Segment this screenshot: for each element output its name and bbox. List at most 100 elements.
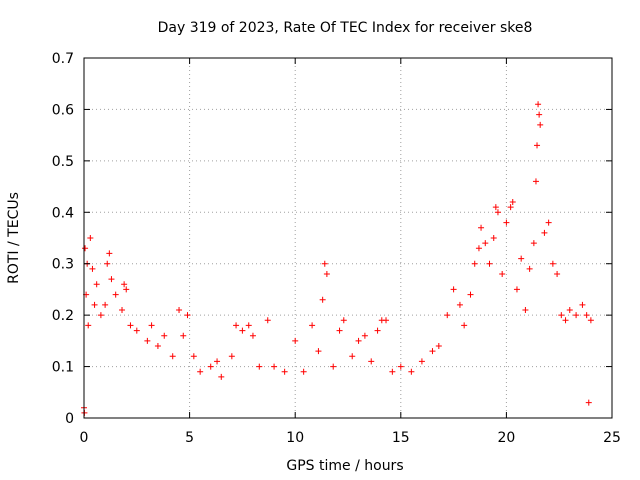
data-point: [355, 337, 362, 344]
data-point: [323, 271, 330, 277]
data-point: [176, 307, 183, 313]
data-point: [256, 363, 263, 370]
data-point: [93, 281, 100, 288]
data-point: [471, 260, 478, 267]
data-point: [108, 276, 115, 283]
data-point: [82, 245, 89, 252]
data-points: [81, 101, 594, 416]
data-point: [562, 317, 569, 324]
data-point: [264, 317, 271, 324]
data-point: [104, 260, 111, 267]
data-point: [532, 178, 539, 185]
data-point: [336, 327, 343, 334]
data-point: [340, 317, 347, 324]
data-point: [383, 317, 390, 324]
x-tick-label: 10: [286, 430, 304, 446]
data-point: [169, 353, 176, 360]
data-point: [549, 260, 556, 267]
y-tick-label: 0.1: [52, 360, 74, 376]
data-point: [161, 332, 168, 339]
x-axis-label: GPS time / hours: [286, 458, 403, 474]
data-point: [408, 368, 415, 375]
data-point: [106, 250, 113, 257]
y-tick-label: 0.3: [52, 257, 74, 273]
data-point: [486, 260, 493, 267]
data-point: [554, 271, 561, 277]
data-point: [319, 296, 326, 303]
data-point: [315, 348, 322, 355]
data-point: [513, 286, 520, 293]
data-point: [522, 307, 529, 313]
data-point: [207, 363, 214, 370]
data-point: [89, 265, 96, 272]
data-point: [499, 271, 506, 277]
data-point: [249, 332, 256, 339]
data-point: [435, 343, 442, 349]
data-point: [490, 235, 497, 241]
data-point: [197, 368, 204, 375]
data-point: [530, 240, 537, 247]
data-point: [127, 322, 134, 329]
data-point: [321, 260, 328, 267]
data-point: [456, 301, 463, 308]
axis-ticks: 0 5 10 15 20 25 0 0.1 0.2 0.3 0.4 0.5 0.6 0.7: [52, 51, 621, 446]
data-point: [583, 312, 590, 319]
data-point: [87, 235, 94, 241]
data-point: [144, 337, 151, 344]
data-point: [97, 312, 104, 319]
data-point: [585, 399, 592, 406]
data-point: [239, 327, 246, 334]
grid-lines: [84, 58, 612, 418]
data-point: [121, 281, 128, 288]
data-point: [482, 240, 489, 247]
data-point: [509, 199, 516, 205]
data-point: [518, 255, 525, 262]
data-point: [444, 312, 451, 319]
data-point: [579, 301, 586, 308]
data-point: [184, 312, 191, 319]
data-point: [566, 307, 573, 313]
x-tick-label: 0: [80, 430, 89, 446]
data-point: [309, 322, 316, 329]
x-tick-label: 25: [603, 430, 621, 446]
y-tick-label: 0.7: [52, 51, 74, 67]
data-point: [133, 327, 140, 334]
data-point: [450, 286, 457, 293]
y-tick-label: 0.2: [52, 308, 74, 324]
data-point: [271, 363, 278, 370]
data-point: [349, 353, 356, 360]
data-point: [537, 121, 544, 128]
data-point: [119, 307, 126, 313]
data-point: [492, 204, 499, 211]
data-point: [558, 312, 565, 319]
plot-frame: [83, 57, 613, 419]
chart-title: Day 319 of 2023, Rate Of TEC Index for r…: [158, 20, 533, 36]
data-point: [214, 358, 221, 365]
data-point: [536, 111, 543, 118]
data-point: [91, 301, 98, 308]
data-point: [292, 337, 299, 344]
data-point: [330, 363, 337, 370]
data-point: [526, 265, 533, 272]
y-tick-label: 0.6: [52, 102, 74, 118]
data-point: [545, 219, 552, 226]
data-point: [361, 332, 368, 339]
data-point: [461, 322, 468, 329]
y-tick-label: 0.4: [52, 205, 74, 221]
data-point: [85, 322, 92, 329]
data-point: [368, 358, 375, 365]
data-point: [112, 291, 119, 298]
data-point: [228, 353, 235, 360]
data-point: [300, 368, 307, 375]
data-point: [507, 204, 514, 211]
x-tick-label: 5: [185, 430, 194, 446]
data-point: [534, 142, 541, 149]
data-point: [218, 373, 225, 380]
data-point: [374, 327, 381, 334]
data-point: [573, 312, 580, 319]
x-tick-label: 20: [497, 430, 515, 446]
data-point: [154, 343, 161, 349]
data-point: [102, 301, 109, 308]
data-point: [541, 229, 548, 236]
